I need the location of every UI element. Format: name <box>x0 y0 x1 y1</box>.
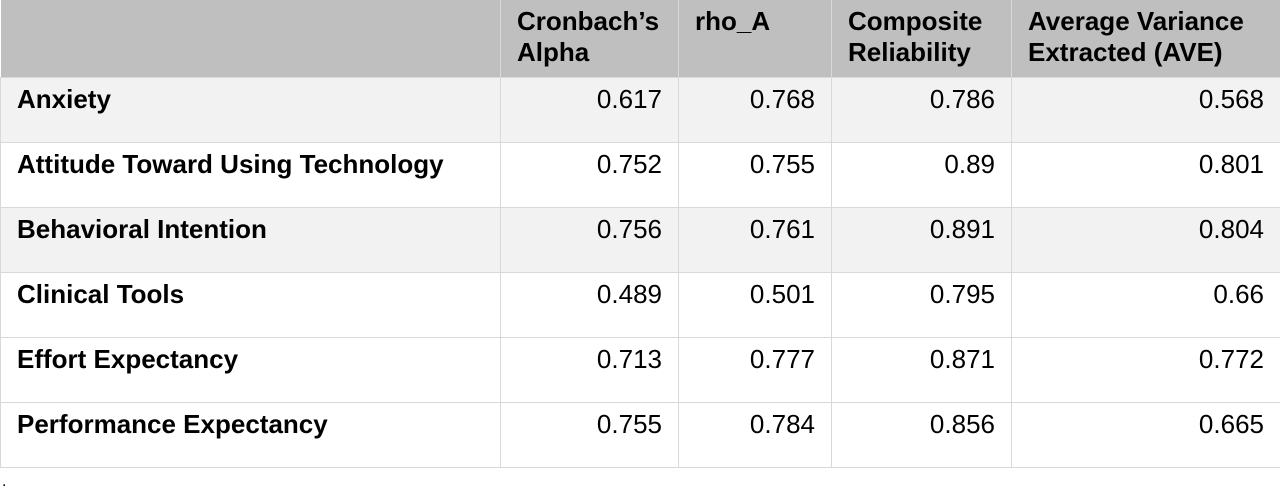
cronbachs-alpha-value: 0.713 <box>500 336 679 403</box>
construct-label: Effort Expectancy <box>0 336 501 403</box>
ave-value: 0.66 <box>1011 271 1280 338</box>
table-row: Behavioral Intention 0.756 0.761 0.891 0… <box>0 206 1280 273</box>
ave-value: 0.804 <box>1011 206 1280 273</box>
ave-value: 0.568 <box>1011 76 1280 143</box>
footnote-mark: . <box>2 473 7 490</box>
header-cell-composite-reliability: Composite Reliability <box>831 0 1012 77</box>
construct-label: Anxiety <box>0 76 501 143</box>
table-row: Attitude Toward Using Technology 0.752 0… <box>0 141 1280 208</box>
rho-a-value: 0.777 <box>678 336 832 403</box>
composite-reliability-value: 0.856 <box>831 401 1012 468</box>
cronbachs-alpha-value: 0.752 <box>500 141 679 208</box>
cronbachs-alpha-value: 0.617 <box>500 76 679 143</box>
header-cell-rho-a: rho_A <box>678 0 832 77</box>
reliability-table: Cronbach’s Alpha rho_A Composite Reliabi… <box>0 0 1280 468</box>
construct-label: Attitude Toward Using Technology <box>0 141 501 208</box>
composite-reliability-value: 0.786 <box>831 76 1012 143</box>
ave-value: 0.772 <box>1011 336 1280 403</box>
table-body: Anxiety 0.617 0.768 0.786 0.568 Attitude… <box>0 76 1280 468</box>
rho-a-value: 0.761 <box>678 206 832 273</box>
table-row: Anxiety 0.617 0.768 0.786 0.568 <box>0 76 1280 143</box>
table-row: Performance Expectancy 0.755 0.784 0.856… <box>0 401 1280 468</box>
table-row: Effort Expectancy 0.713 0.777 0.871 0.77… <box>0 336 1280 403</box>
header-row: Cronbach’s Alpha rho_A Composite Reliabi… <box>0 0 1280 77</box>
cronbachs-alpha-value: 0.489 <box>500 271 679 338</box>
rho-a-value: 0.501 <box>678 271 832 338</box>
composite-reliability-value: 0.891 <box>831 206 1012 273</box>
header-cell-construct <box>0 0 501 77</box>
ave-value: 0.801 <box>1011 141 1280 208</box>
rho-a-value: 0.784 <box>678 401 832 468</box>
composite-reliability-value: 0.795 <box>831 271 1012 338</box>
rho-a-value: 0.755 <box>678 141 832 208</box>
table-row: Clinical Tools 0.489 0.501 0.795 0.66 <box>0 271 1280 338</box>
header-cell-ave: Average Variance Extracted (AVE) <box>1011 0 1280 77</box>
construct-label: Behavioral Intention <box>0 206 501 273</box>
header-cell-cronbachs-alpha: Cronbach’s Alpha <box>500 0 679 77</box>
ave-value: 0.665 <box>1011 401 1280 468</box>
cronbachs-alpha-value: 0.755 <box>500 401 679 468</box>
cronbachs-alpha-value: 0.756 <box>500 206 679 273</box>
rho-a-value: 0.768 <box>678 76 832 143</box>
construct-label: Clinical Tools <box>0 271 501 338</box>
construct-label: Performance Expectancy <box>0 401 501 468</box>
composite-reliability-value: 0.89 <box>831 141 1012 208</box>
table-header: Cronbach’s Alpha rho_A Composite Reliabi… <box>0 0 1280 77</box>
composite-reliability-value: 0.871 <box>831 336 1012 403</box>
